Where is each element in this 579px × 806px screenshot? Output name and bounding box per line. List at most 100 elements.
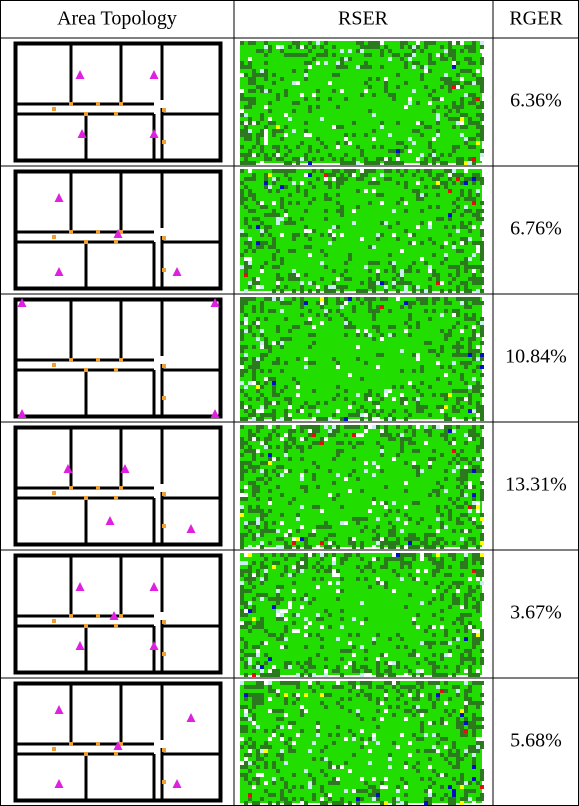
heat-cell <box>324 521 328 525</box>
heat-cell <box>324 181 328 185</box>
heat-cell <box>244 129 248 133</box>
door <box>84 368 88 372</box>
heat-cell <box>344 433 348 437</box>
heat-cell <box>440 153 444 157</box>
heat-cell <box>332 289 336 293</box>
heat-cell <box>304 45 308 49</box>
heat-cell <box>468 93 472 97</box>
heat-cell <box>300 561 304 565</box>
heat-cell <box>408 269 412 273</box>
heat-cell <box>348 681 352 685</box>
heat-cell <box>324 177 328 181</box>
heat-cell <box>368 309 372 313</box>
heat-cell <box>436 685 440 689</box>
heat-cell <box>380 409 384 413</box>
heat-cell <box>476 469 480 473</box>
heat-cell <box>476 249 480 253</box>
heat-cell <box>356 329 360 333</box>
header-cell: RGER <box>509 8 563 30</box>
heat-cell <box>344 277 348 281</box>
heat-cell <box>304 245 308 249</box>
heat-cell <box>384 77 388 81</box>
heat-cell <box>328 233 332 237</box>
heat-cell <box>276 129 280 133</box>
heat-cell <box>480 125 484 129</box>
heat-cell <box>472 753 476 757</box>
heat-cell <box>316 149 320 153</box>
heat-cell <box>324 569 328 573</box>
heat-cell <box>472 61 476 65</box>
heat-cell <box>296 381 300 385</box>
heat-cell <box>476 577 480 581</box>
heat-cell <box>444 665 448 669</box>
heat-cell <box>316 653 320 657</box>
heat-cell <box>244 289 248 293</box>
heat-cell <box>244 693 248 697</box>
heat-cell <box>304 437 308 441</box>
heat-cell <box>240 153 244 157</box>
heat-cell <box>276 689 280 693</box>
heat-cell <box>432 89 436 93</box>
heat-cell <box>268 745 272 749</box>
heat-cell <box>280 137 284 141</box>
heat-cell <box>432 573 436 577</box>
heat-cell <box>312 229 316 233</box>
heat-cell <box>276 669 280 673</box>
heat-cell <box>472 177 476 181</box>
heat-cell <box>472 429 476 433</box>
heat-cell <box>264 469 268 473</box>
heat-cell <box>468 537 472 541</box>
heat-cell <box>472 633 476 637</box>
heat-cell <box>364 89 368 93</box>
heat-cell <box>428 269 432 273</box>
heat-cell <box>300 557 304 561</box>
heat-cell <box>376 45 380 49</box>
heat-cell <box>476 633 480 637</box>
heat-cell <box>460 545 464 549</box>
heat-cell <box>456 629 460 633</box>
heat-cell <box>476 717 480 721</box>
heat-cell <box>456 157 460 161</box>
heat-cell <box>436 509 440 513</box>
heat-cell <box>328 793 332 797</box>
heat-cell <box>252 365 256 369</box>
heat-cell <box>256 449 260 453</box>
heat-cell <box>388 757 392 761</box>
heat-cell <box>436 733 440 737</box>
heat-cell <box>244 717 248 721</box>
heat-cell <box>384 777 388 781</box>
heat-cell <box>252 309 256 313</box>
heat-cell <box>436 281 440 285</box>
heat-cell <box>312 197 316 201</box>
heat-cell <box>348 689 352 693</box>
heat-cell <box>436 53 440 57</box>
heat-cell <box>436 529 440 533</box>
heat-cell <box>448 641 452 645</box>
heat-cell <box>344 789 348 793</box>
heat-cell <box>284 557 288 561</box>
heat-cell <box>240 417 244 421</box>
heat-cell <box>320 321 324 325</box>
heat-cell <box>408 233 412 237</box>
heat-cell <box>432 749 436 753</box>
heat-cell <box>452 61 456 65</box>
heat-cell <box>248 329 252 333</box>
heat-cell <box>348 729 352 733</box>
heat-cell <box>404 709 408 713</box>
heat-cell <box>460 505 464 509</box>
heat-cell <box>336 665 340 669</box>
heat-cell <box>476 553 480 557</box>
heat-cell <box>476 333 480 337</box>
heat-cell <box>400 349 404 353</box>
heat-cell <box>476 409 480 413</box>
heat-cell <box>440 261 444 265</box>
heat-cell <box>416 465 420 469</box>
heat-cell <box>244 153 248 157</box>
heat-cell <box>256 425 260 429</box>
heat-cell <box>248 565 252 569</box>
heat-cell <box>464 125 468 129</box>
heat-cell <box>272 81 276 85</box>
heat-cell <box>320 233 324 237</box>
door <box>114 752 118 756</box>
heat-cell <box>392 661 396 665</box>
